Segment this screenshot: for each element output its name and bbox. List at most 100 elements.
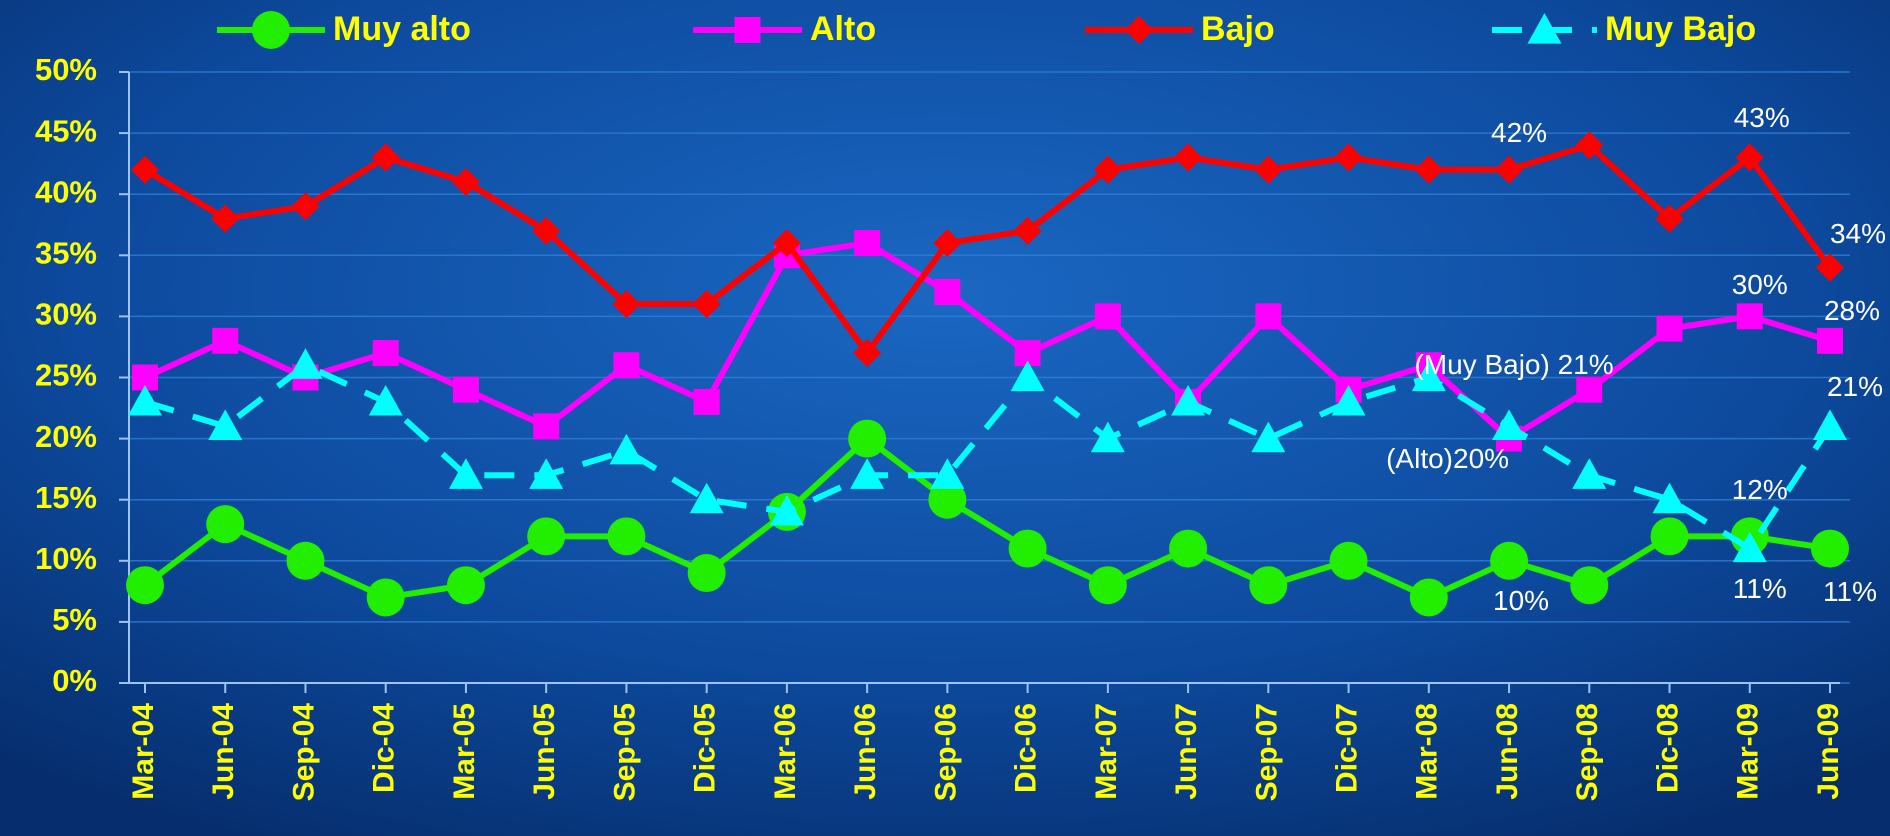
data-label: 42%	[1491, 117, 1547, 148]
x-tick-label: Sep-04	[287, 703, 320, 802]
marker	[212, 327, 239, 354]
marker	[1652, 482, 1687, 514]
marker	[1334, 143, 1363, 172]
marker	[1249, 566, 1288, 605]
marker	[1008, 529, 1047, 568]
marker	[527, 517, 566, 556]
marker	[532, 216, 561, 245]
x-tick-label: Mar-08	[1411, 703, 1444, 800]
marker	[533, 413, 560, 440]
marker	[372, 340, 399, 367]
marker	[930, 458, 965, 489]
marker	[1816, 253, 1844, 282]
x-tick-label: Mar-09	[1732, 703, 1765, 800]
x-tick-label: Jun-04	[207, 703, 240, 800]
x-tick-label: Mar-04	[127, 703, 160, 800]
data-label: (Alto)20%	[1386, 443, 1509, 474]
marker	[1094, 303, 1121, 330]
marker	[1655, 204, 1684, 233]
x-tick-label: Dic-04	[368, 703, 401, 793]
y-tick-label: 50%	[35, 52, 97, 87]
marker	[208, 409, 243, 440]
series-line	[144, 362, 1833, 552]
marker	[451, 167, 480, 196]
data-label: 11%	[1733, 573, 1787, 604]
x-tick-label: Jun-05	[528, 703, 561, 800]
marker	[1251, 421, 1286, 453]
marker	[850, 458, 885, 489]
marker	[1254, 155, 1283, 184]
marker	[769, 494, 804, 526]
series-line	[143, 435, 1831, 601]
marker	[1329, 541, 1368, 580]
y-tick-label: 0%	[52, 663, 97, 698]
marker	[613, 352, 640, 379]
marker	[1013, 216, 1042, 245]
data-label: 43%	[1734, 102, 1790, 133]
marker	[1090, 421, 1125, 453]
y-tick-label: 10%	[35, 541, 97, 576]
y-tick-label: 40%	[35, 174, 97, 209]
marker	[607, 517, 646, 556]
marker	[1490, 541, 1529, 580]
x-tick-label: Jun-07	[1170, 703, 1203, 800]
marker	[371, 143, 400, 172]
legend-label: Bajo	[1201, 10, 1275, 48]
marker	[1656, 315, 1683, 342]
x-tick-label: Sep-08	[1571, 703, 1604, 801]
marker	[1331, 384, 1366, 416]
marker	[934, 278, 961, 305]
x-tick-label: Jun-08	[1491, 703, 1524, 800]
marker	[529, 458, 564, 489]
marker	[609, 433, 644, 465]
marker	[286, 541, 325, 580]
y-tick-label: 15%	[35, 480, 97, 515]
marker	[1736, 303, 1763, 330]
data-label: 28%	[1824, 295, 1880, 326]
marker	[1010, 360, 1045, 392]
marker	[1570, 566, 1609, 605]
marker	[1811, 529, 1849, 568]
data-label: 10%	[1493, 585, 1549, 616]
x-tick-label: Sep-06	[929, 703, 962, 801]
marker	[1650, 517, 1689, 556]
y-tick-label: 25%	[35, 358, 97, 393]
x-tick-label: Dic-08	[1651, 703, 1684, 793]
marker	[928, 480, 967, 519]
marker	[1174, 143, 1203, 172]
legend-marker	[1527, 13, 1562, 44]
marker	[854, 230, 881, 257]
marker	[1409, 578, 1448, 617]
legend-marker	[734, 17, 761, 43]
marker	[452, 376, 479, 403]
marker	[1576, 376, 1603, 403]
marker	[848, 419, 887, 458]
marker	[366, 578, 405, 617]
x-tick-label: Dic-05	[689, 703, 722, 793]
legend-label: Muy alto	[333, 10, 471, 48]
y-tick-label: 45%	[35, 113, 97, 148]
data-label: (Muy Bajo) 21%	[1414, 349, 1613, 380]
data-label: 11%	[1823, 576, 1877, 607]
marker	[1732, 531, 1767, 563]
marker	[291, 192, 320, 221]
marker	[206, 505, 245, 544]
series-line	[143, 142, 1833, 357]
marker	[933, 229, 962, 258]
marker	[692, 290, 721, 319]
marker	[687, 554, 726, 593]
marker	[1088, 566, 1127, 605]
x-tick-label: Dic-07	[1330, 703, 1363, 793]
x-tick-label: Mar-05	[448, 703, 481, 800]
legend-label: Muy Bajo	[1605, 10, 1756, 48]
x-tick-label: Jun-09	[1812, 703, 1845, 800]
marker	[689, 482, 724, 514]
marker	[1495, 155, 1524, 184]
marker	[1572, 458, 1607, 489]
y-tick-label: 35%	[35, 235, 97, 270]
marker	[1093, 155, 1122, 184]
y-tick-label: 20%	[35, 419, 97, 454]
x-tick-label: Dic-06	[1010, 703, 1043, 793]
